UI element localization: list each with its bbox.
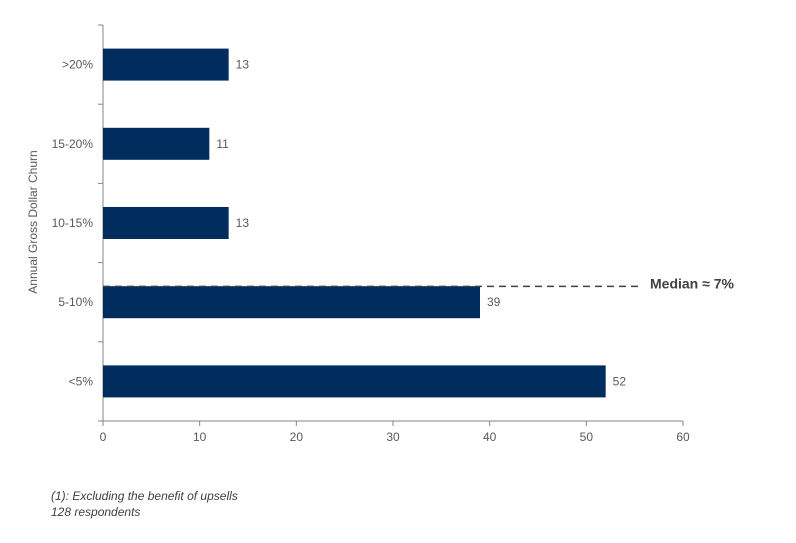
x-tick-label: 10 xyxy=(193,430,207,444)
x-tick-label: 0 xyxy=(100,430,107,444)
bar xyxy=(103,48,229,81)
bar xyxy=(103,207,229,239)
y-tick-label: <5% xyxy=(69,374,94,388)
y-tick-label: 15-20% xyxy=(52,137,94,151)
x-tick-label: 30 xyxy=(386,430,400,444)
median-reference: Median ≈ 7% xyxy=(103,275,734,291)
y-tick-label: 10-15% xyxy=(52,216,94,230)
y-tick-label: 5-10% xyxy=(58,295,93,309)
bar-value-label: 13 xyxy=(236,216,250,230)
bar-value-label: 52 xyxy=(613,374,627,388)
median-label: Median ≈ 7% xyxy=(650,275,734,291)
data-labels: 13 11 13 39 52 xyxy=(216,58,626,389)
y-tick-label: >20% xyxy=(62,58,93,72)
x-tick-label: 50 xyxy=(580,430,594,444)
bar xyxy=(103,127,210,160)
footnote: (1): Excluding the benefit of upsells 12… xyxy=(51,488,238,520)
x-tick-label: 60 xyxy=(676,430,690,444)
footnote-line-2: 128 respondents xyxy=(51,505,141,519)
axes: 0 10 20 30 40 50 60 >20% 15-20% 10-15% 5-10% <5% xyxy=(52,24,690,444)
footnote-line-1: (1): Excluding the benefit of upsells xyxy=(51,489,238,503)
x-tick-label: 20 xyxy=(290,430,304,444)
bar xyxy=(103,365,606,398)
bar xyxy=(103,286,480,319)
bar-value-label: 13 xyxy=(236,58,250,72)
bar-value-label: 39 xyxy=(487,295,501,309)
bar-value-label: 11 xyxy=(216,137,229,151)
bars xyxy=(103,48,606,398)
y-axis-title: Annual Gross Dollar Churn xyxy=(26,150,40,293)
x-tick-label: 40 xyxy=(483,430,497,444)
